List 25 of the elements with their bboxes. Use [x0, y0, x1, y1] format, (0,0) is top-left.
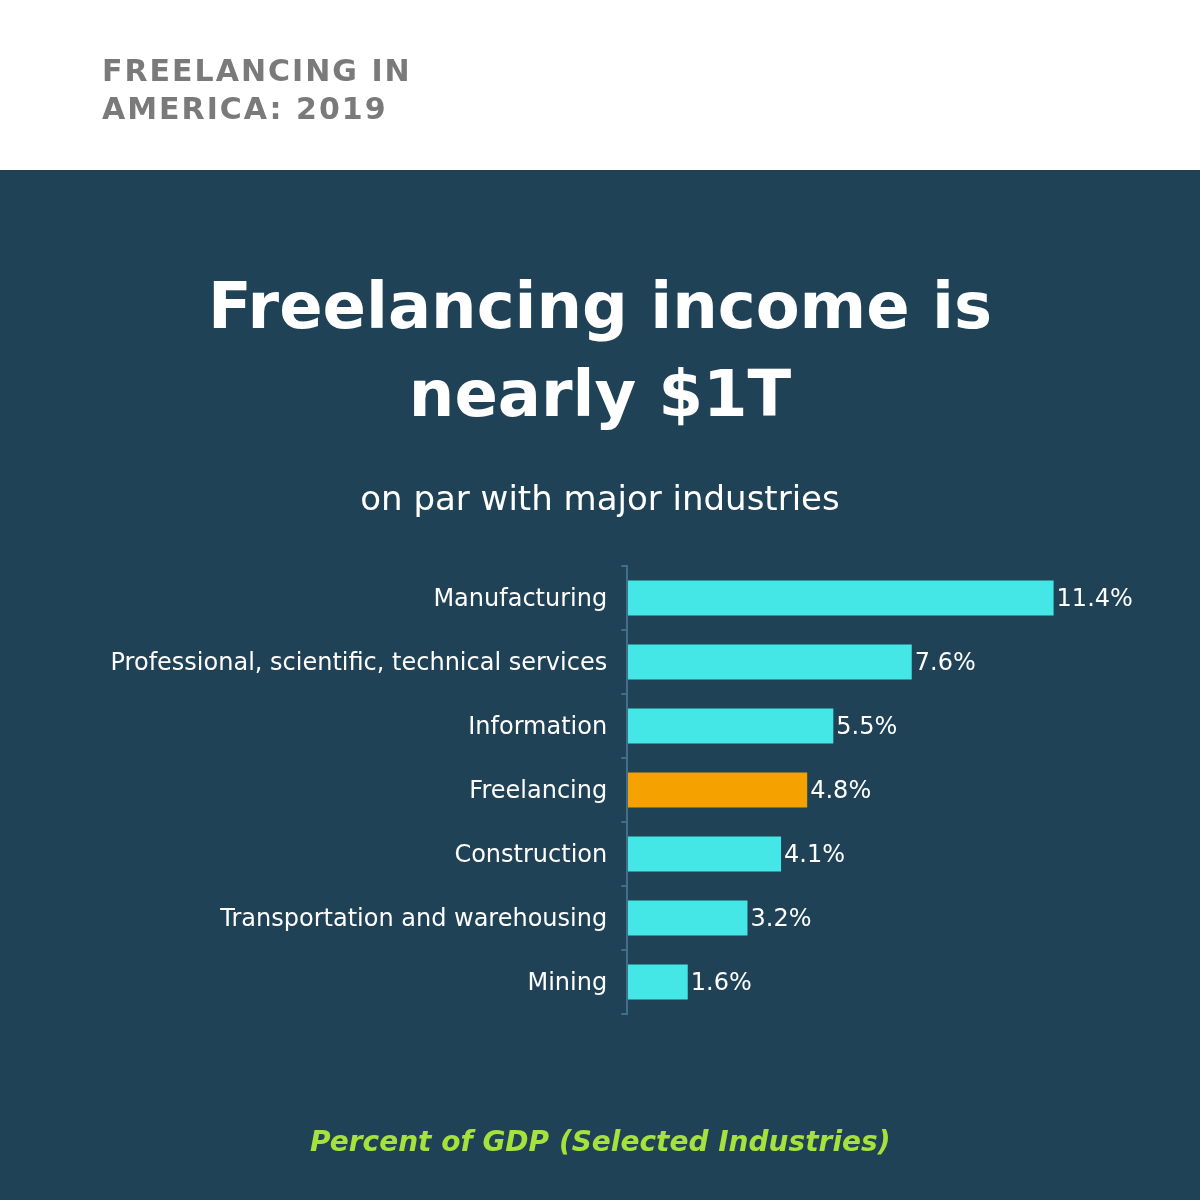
data-label: 11.4%: [1056, 584, 1133, 612]
data-label: 4.8%: [810, 776, 872, 804]
bar: [628, 580, 1054, 616]
chart-subtitle: on par with major industries: [359, 478, 841, 518]
y-tick-label: Construction: [454, 840, 608, 869]
data-label: 7.6%: [914, 648, 976, 676]
y-tick-label: Professional, scientific, technical services: [110, 648, 608, 677]
bar: [628, 772, 808, 808]
y-tick-label: Transportation and warehousing: [219, 904, 608, 933]
data-label: 3.2%: [750, 904, 812, 932]
y-tick-label: Mining: [527, 968, 608, 997]
text: FREELANCING IN AMERICA: 2019: [102, 52, 413, 128]
data-label: 1.6%: [690, 968, 752, 996]
data-label: 5.5%: [836, 712, 898, 740]
bar: [628, 836, 782, 872]
data-label: 4.1%: [784, 840, 846, 868]
y-tick-label: Information: [468, 712, 608, 741]
x-axis-title: Percent of GDP (Selected Industries): [310, 1125, 891, 1158]
y-tick-label: Manufacturing: [433, 584, 608, 613]
chart-title: Freelancing income is nearly $1T: [207, 268, 993, 433]
bar: [628, 708, 834, 744]
y-tick-label: Freelancing: [469, 776, 608, 805]
bar: [628, 964, 688, 1000]
bar: [628, 900, 748, 936]
bar: [628, 644, 912, 680]
